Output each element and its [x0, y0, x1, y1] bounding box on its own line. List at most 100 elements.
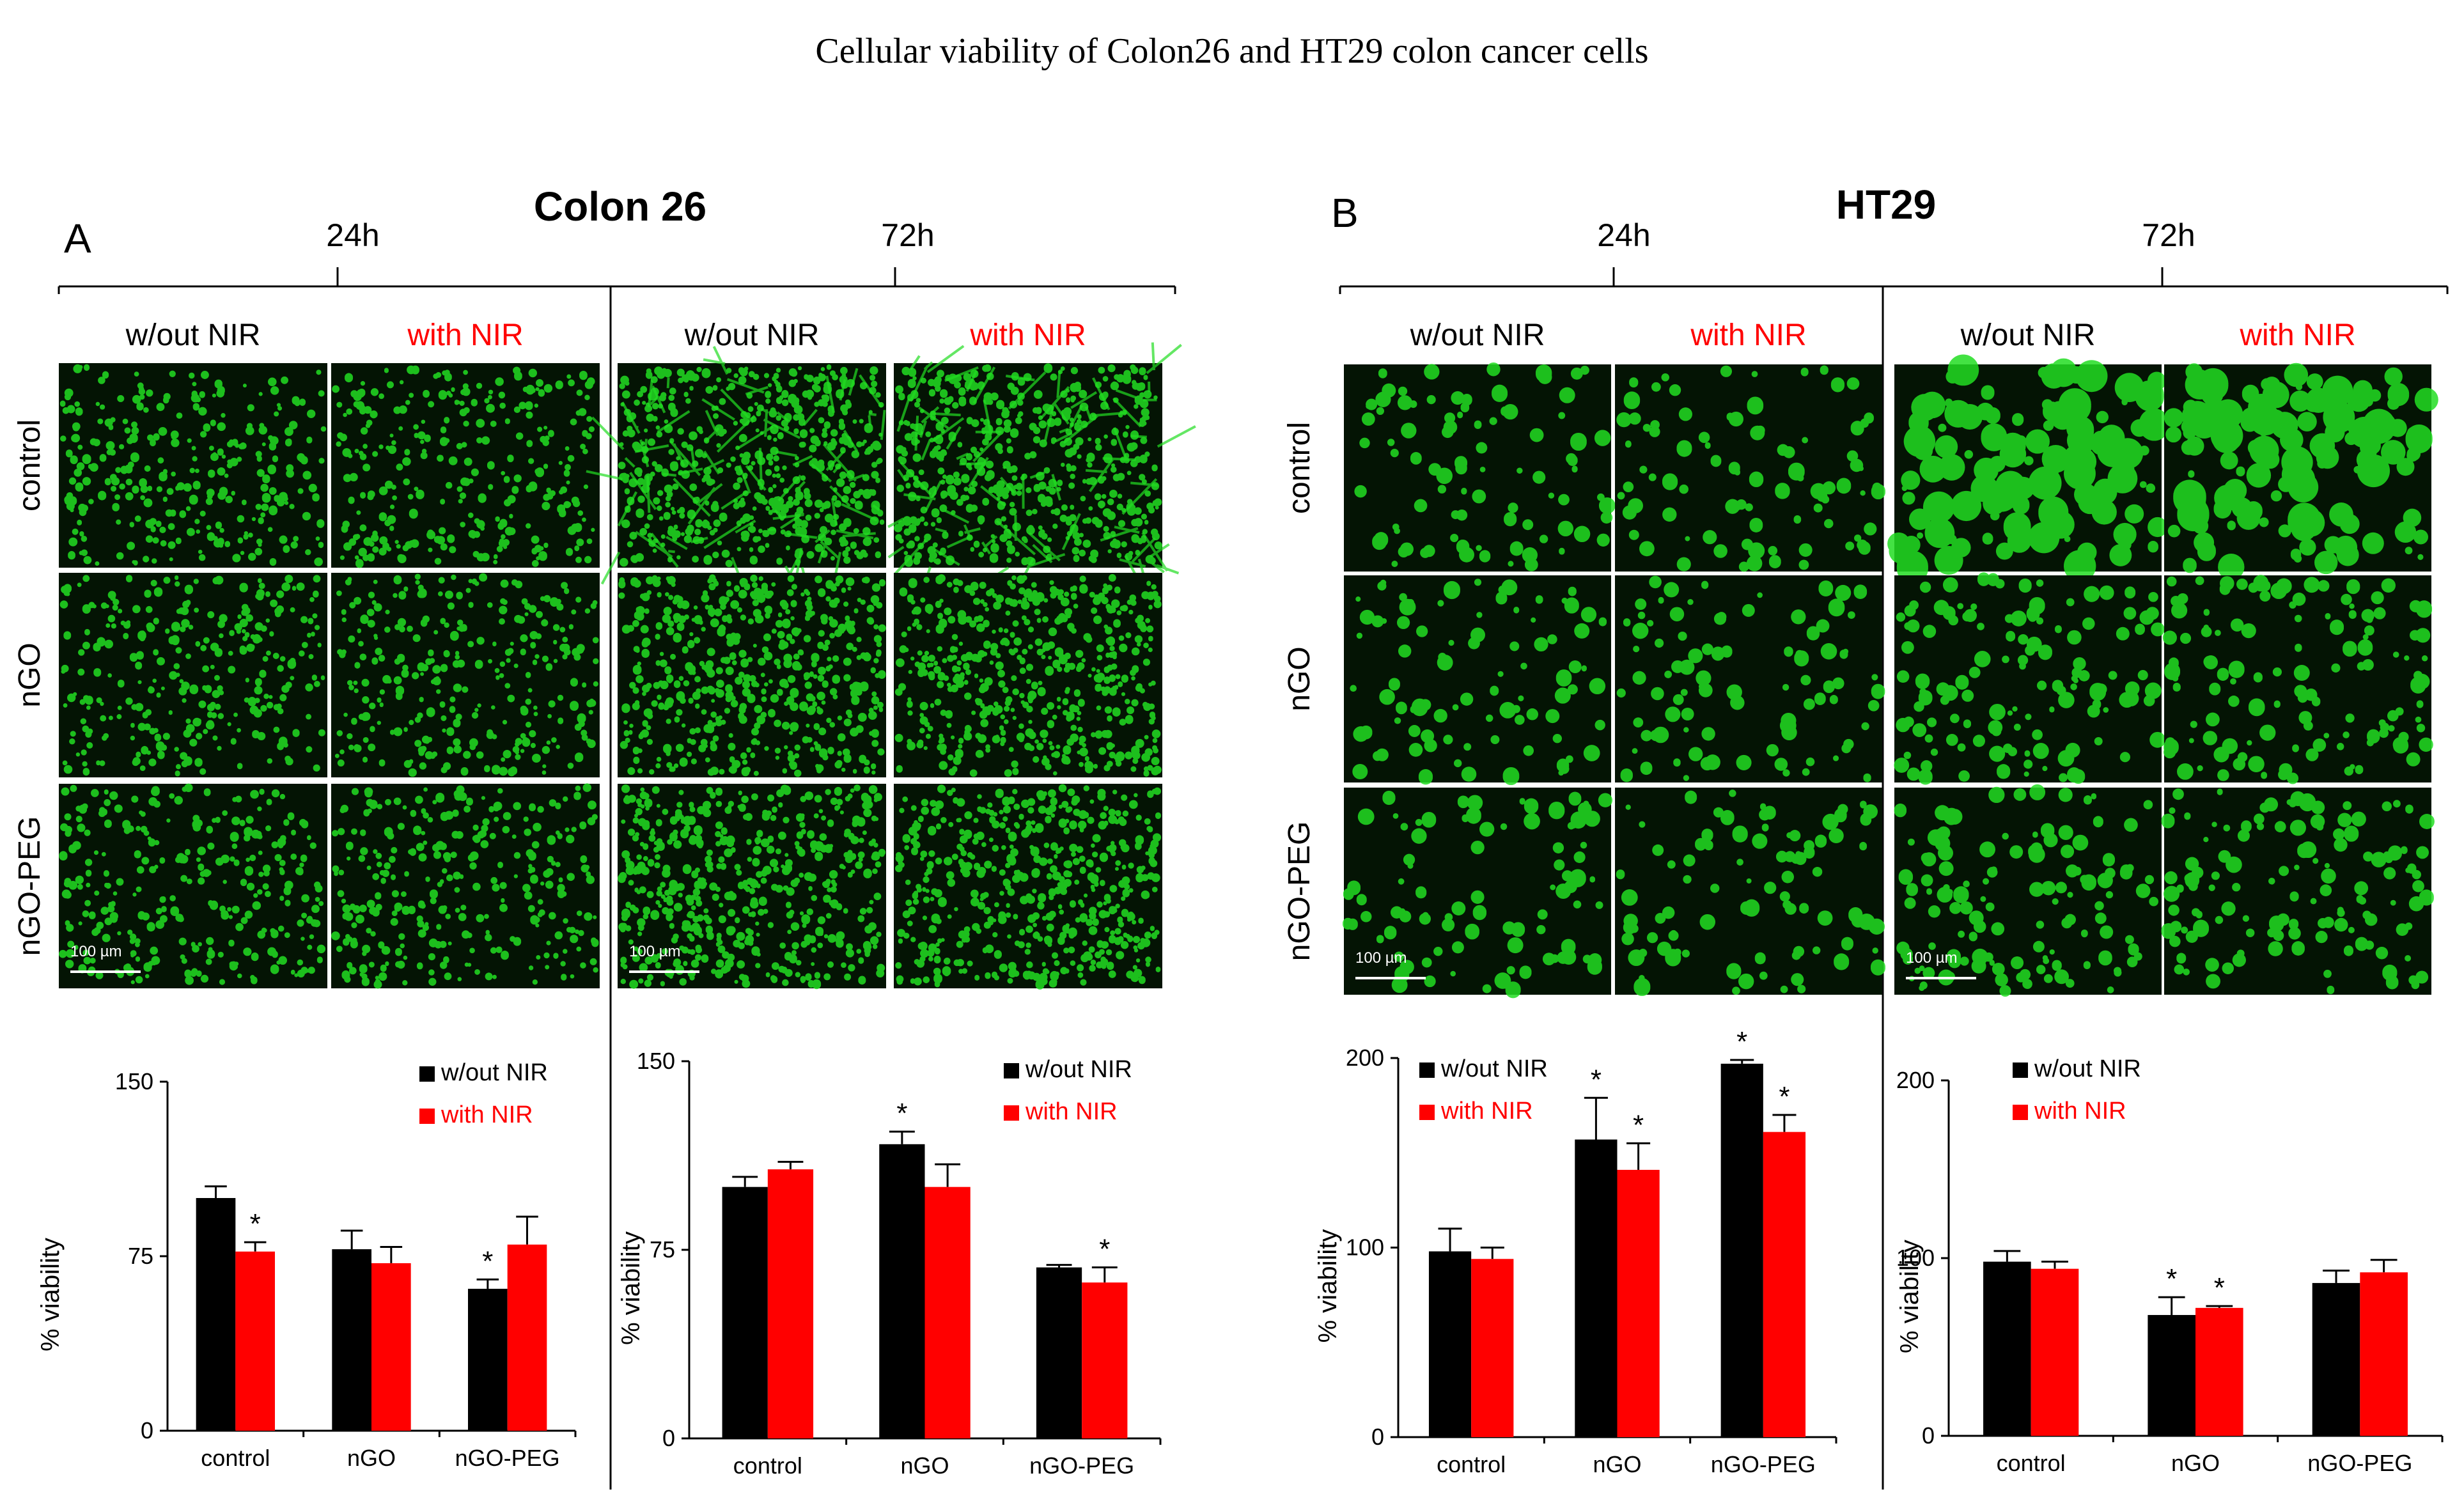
cell-network: [586, 346, 886, 602]
row-label: nGO-PEG: [1283, 821, 1316, 961]
bar: [1471, 1259, 1514, 1437]
legend-label: w/out NIR: [1025, 1056, 1132, 1083]
bar: [332, 1249, 371, 1431]
legend-label: with NIR: [1025, 1098, 1118, 1125]
panel-letter: A: [64, 215, 91, 261]
x-tick-label: control: [201, 1445, 270, 1471]
significance-marker: *: [1779, 1081, 1790, 1112]
micrograph-image: 100 µm: [618, 784, 886, 990]
micrograph-image: [887, 342, 1196, 588]
y-tick-label: 75: [128, 1243, 153, 1269]
time-label: 72h: [881, 217, 934, 253]
column-label: with NIR: [407, 318, 523, 352]
y-axis-label: % viability: [36, 1238, 65, 1351]
x-tick-label: nGO: [1593, 1451, 1641, 1477]
legend-swatch: [1419, 1105, 1435, 1120]
significance-marker: *: [1736, 1026, 1747, 1057]
micrograph-background: [1615, 364, 1882, 572]
legend-label: w/out NIR: [2034, 1055, 2141, 1082]
time-label: 72h: [2142, 217, 2195, 253]
micrograph-image: [894, 573, 1162, 777]
column-label: with NIR: [1690, 318, 1806, 352]
micrograph-image: [1615, 575, 1885, 782]
micrograph-image: [2161, 788, 2435, 995]
scale-bar-label: 100 µm: [1906, 949, 1958, 967]
y-axis-label: % viability: [1896, 1240, 1924, 1353]
legend-swatch: [2013, 1062, 2028, 1078]
cell-texture: [1616, 365, 1885, 572]
significance-marker: *: [250, 1208, 261, 1240]
cell-network: [887, 342, 1196, 588]
time-label: 24h: [326, 217, 379, 253]
y-axis-label: % viability: [1314, 1229, 1342, 1343]
micrograph-image: [331, 363, 600, 568]
bar: [1763, 1132, 1806, 1437]
micrograph-image: 100 µm: [59, 783, 327, 988]
row-label: nGO-PEG: [13, 816, 47, 956]
panel-a: A Colon 26 24h 72h w/out NIR with NIR w/out NI…: [13, 183, 1196, 1490]
micrograph-image: [331, 783, 600, 989]
row-label: nGO: [1283, 646, 1316, 711]
cell-texture: [1343, 790, 1613, 999]
micrograph-image: [1344, 362, 1616, 572]
cell-texture: [59, 575, 325, 777]
micrograph-image: [2164, 362, 2438, 580]
legend-label: w/out NIR: [1440, 1055, 1548, 1082]
bar-chart-b-72h: 0 100 200 % viability control nGO * * nGO-PEG w/o…: [1896, 1055, 2444, 1476]
bar: [1617, 1169, 1660, 1437]
significance-marker: *: [482, 1245, 493, 1277]
cell-texture: [618, 364, 885, 568]
bar-chart-a-72h: 0 75 150 % viability control nGO * nGO-PEG * w/ou…: [617, 1048, 1162, 1479]
bar: [2360, 1272, 2408, 1436]
micrograph-image: [1615, 364, 1885, 572]
x-tick-label: nGO-PEG: [1029, 1452, 1134, 1479]
x-tick-label: nGO: [2171, 1450, 2220, 1476]
cell-texture: [618, 574, 886, 777]
micrograph-image: 100 µm: [1894, 784, 2162, 997]
bar: [879, 1144, 925, 1438]
y-tick-label: 75: [650, 1236, 675, 1263]
legend-label: with NIR: [441, 1101, 533, 1128]
bar: [1983, 1261, 2031, 1436]
micrograph-image: [1894, 572, 2166, 785]
y-tick-label: 0: [1922, 1422, 1935, 1449]
time-label: 24h: [1597, 217, 1650, 253]
cell-texture: [1616, 575, 1885, 782]
column-label: w/out NIR: [1960, 318, 2096, 352]
bar: [924, 1187, 971, 1438]
y-tick-label: 0: [1371, 1424, 1384, 1450]
bar: [1036, 1267, 1082, 1438]
bar: [507, 1244, 547, 1431]
bar: [722, 1187, 768, 1438]
cell-texture: [1350, 579, 1607, 786]
row-label: control: [13, 419, 47, 511]
cell-texture: [332, 365, 595, 568]
legend-swatch: [2013, 1105, 2028, 1120]
bar: [1082, 1282, 1128, 1438]
bar: [2195, 1307, 2243, 1436]
y-tick-label: 100: [1896, 1245, 1935, 1271]
legend-swatch: [1004, 1105, 1019, 1121]
bar: [767, 1169, 814, 1438]
bar: [2312, 1282, 2360, 1436]
cell-texture: [2162, 575, 2433, 784]
cell-texture: [618, 784, 886, 990]
micrograph-image: [1615, 788, 1885, 997]
row-label: nGO: [13, 642, 47, 707]
x-tick-label: control: [1997, 1450, 2066, 1476]
bar: [2031, 1268, 2079, 1436]
bar-chart-b-24h: 0 100 200 % viability control nGO * * nGO-PEG * * w…: [1314, 1026, 1837, 1477]
micrograph-image: [59, 363, 327, 568]
significance-marker: *: [1099, 1234, 1110, 1265]
column-label: w/out NIR: [125, 318, 261, 352]
legend-swatch: [1419, 1062, 1435, 1078]
y-tick-label: 150: [637, 1048, 675, 1074]
cell-texture: [894, 573, 1162, 777]
y-tick-label: 0: [662, 1425, 675, 1451]
y-tick-label: 200: [1896, 1067, 1935, 1093]
x-tick-label: nGO: [347, 1445, 396, 1471]
charts-layer: 0 75 150 % viability control * nGO nGO-PEG * w/ou…: [36, 1026, 2444, 1479]
column-label: with NIR: [2239, 318, 2355, 352]
y-tick-label: 100: [1346, 1234, 1384, 1261]
bar-chart-a-24h: 0 75 150 % viability control * nGO nGO-PEG * w/ou…: [36, 1059, 577, 1471]
